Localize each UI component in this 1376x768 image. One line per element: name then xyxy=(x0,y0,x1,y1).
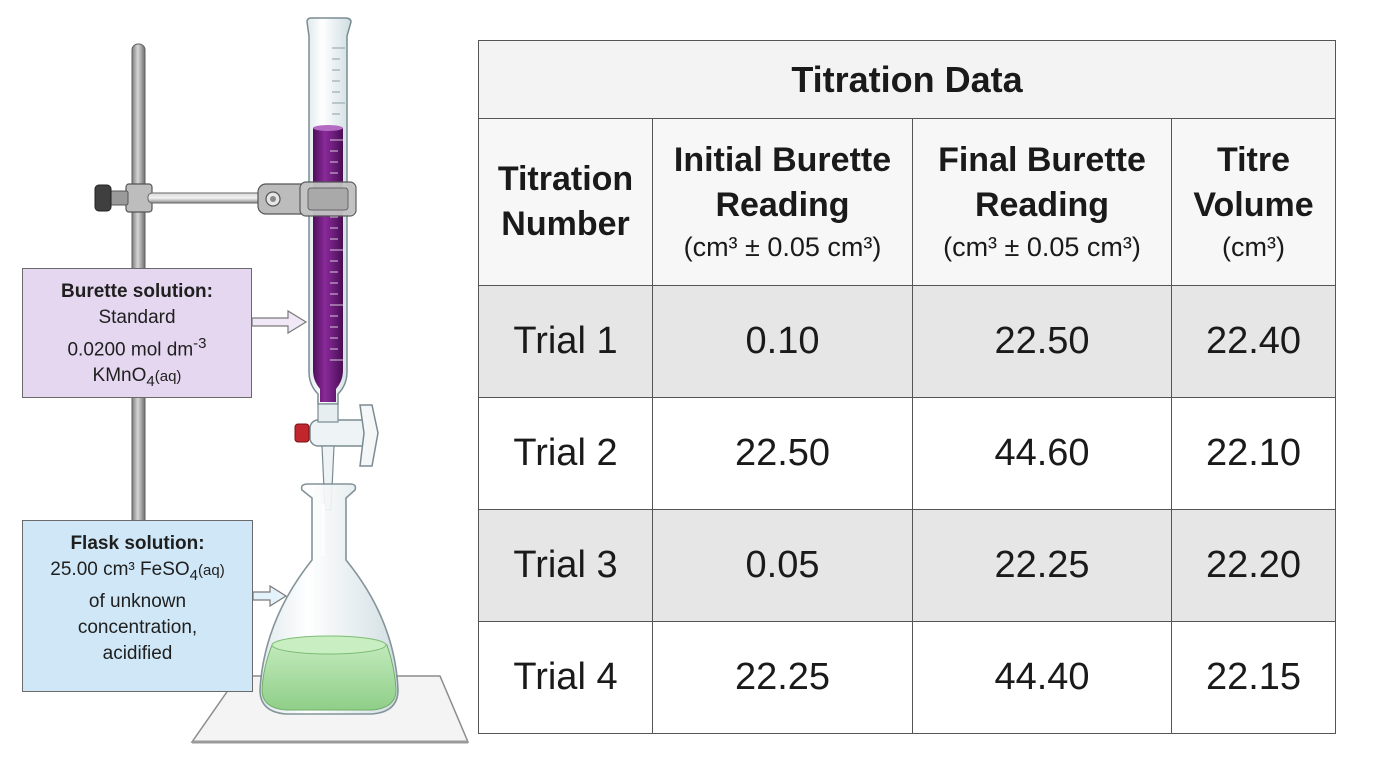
final-reading-cell: 44.60 xyxy=(912,397,1172,510)
header-unit: (cm³ ± 0.05 cm³) xyxy=(683,232,882,262)
table-row: Trial 2 22.50 44.60 22.10 xyxy=(478,397,1336,510)
titre-volume-cell: 22.10 xyxy=(1171,397,1336,510)
flask-label-line3: concentration, xyxy=(77,616,198,638)
flask-label-line2: of unknown xyxy=(88,590,187,612)
initial-reading-cell: 0.10 xyxy=(652,285,913,398)
titration-data-table: Titration Data Titration Number Initial … xyxy=(478,40,1336,734)
burette-label-arrow xyxy=(251,309,308,335)
table-row: Trial 4 22.25 44.40 22.15 xyxy=(478,621,1336,734)
burette-label-title: Burette solution: xyxy=(61,281,213,302)
conical-flask xyxy=(259,483,399,715)
flask-label-title: Flask solution: xyxy=(70,533,205,554)
burette-label-line1: Standard xyxy=(98,307,176,328)
initial-reading-cell: 22.25 xyxy=(652,621,913,734)
final-reading-cell: 22.50 xyxy=(912,285,1172,398)
formula-state: (aq) xyxy=(154,368,182,386)
flask-label-line4: acidified xyxy=(102,642,173,664)
header-initial-reading: Initial Burette Reading (cm³ ± 0.05 cm³) xyxy=(652,118,913,286)
flask-label-line1: 25.00 cm³ FeSO4(aq) xyxy=(23,557,252,589)
header-titration-number: Titration Number xyxy=(478,118,653,286)
header-line: Final Burette xyxy=(938,141,1146,179)
flask-volume-formula: 25.00 cm³ FeSO xyxy=(50,559,190,580)
header-line: Volume xyxy=(1193,186,1314,224)
flask-label-arrow xyxy=(252,584,288,608)
trial-cell: Trial 1 xyxy=(478,285,653,398)
burette-concentration: 0.0200 mol dm xyxy=(67,339,194,361)
burette-label-line3: KMnO4(aq) xyxy=(23,363,251,395)
flask-formula-subscript: 4 xyxy=(189,566,199,584)
header-unit: (cm³ ± 0.05 cm³) xyxy=(943,232,1141,262)
header-line: Titration xyxy=(497,160,634,198)
formula-subscript: 4 xyxy=(146,373,155,391)
header-final-reading: Final Burette Reading (cm³ ± 0.05 cm³) xyxy=(912,118,1172,286)
burette-formula: KMnO xyxy=(92,365,147,387)
header-line: Titre xyxy=(1216,141,1291,179)
table-row: Trial 3 0.05 22.25 22.20 xyxy=(478,509,1336,622)
final-reading-cell: 22.25 xyxy=(912,509,1172,622)
table-header-row: Titration Number Initial Burette Reading… xyxy=(478,118,1336,286)
titre-volume-cell: 22.15 xyxy=(1171,621,1336,734)
burette-label-line2: 0.0200 mol dm-3 xyxy=(23,331,251,363)
initial-reading-cell: 0.05 xyxy=(652,509,913,622)
trial-cell: Trial 4 xyxy=(478,621,653,734)
burette xyxy=(299,17,357,405)
header-titre-volume: Titre Volume (cm³) xyxy=(1171,118,1336,286)
header-unit: (cm³) xyxy=(1222,232,1285,262)
header-line: Number xyxy=(501,205,630,243)
header-line: Reading xyxy=(974,186,1110,224)
initial-reading-cell: 22.50 xyxy=(652,397,913,510)
titre-volume-cell: 22.40 xyxy=(1171,285,1336,398)
trial-cell: Trial 3 xyxy=(478,509,653,622)
table-row: Trial 1 0.10 22.50 22.40 xyxy=(478,285,1336,398)
table-title: Titration Data xyxy=(478,40,1336,119)
trial-cell: Trial 2 xyxy=(478,397,653,510)
header-line: Initial Burette xyxy=(673,141,892,179)
header-line: Reading xyxy=(715,186,850,224)
burette-solution-label: Burette solution: Standard 0.0200 mol dm… xyxy=(22,268,252,398)
final-reading-cell: 44.40 xyxy=(912,621,1172,734)
flask-formula-state: (aq) xyxy=(198,562,225,579)
concentration-exponent: -3 xyxy=(193,335,207,352)
titre-volume-cell: 22.20 xyxy=(1171,509,1336,622)
permanganate-solution xyxy=(313,128,343,402)
flask-solution-label: Flask solution: 25.00 cm³ FeSO4(aq) of u… xyxy=(22,520,253,692)
